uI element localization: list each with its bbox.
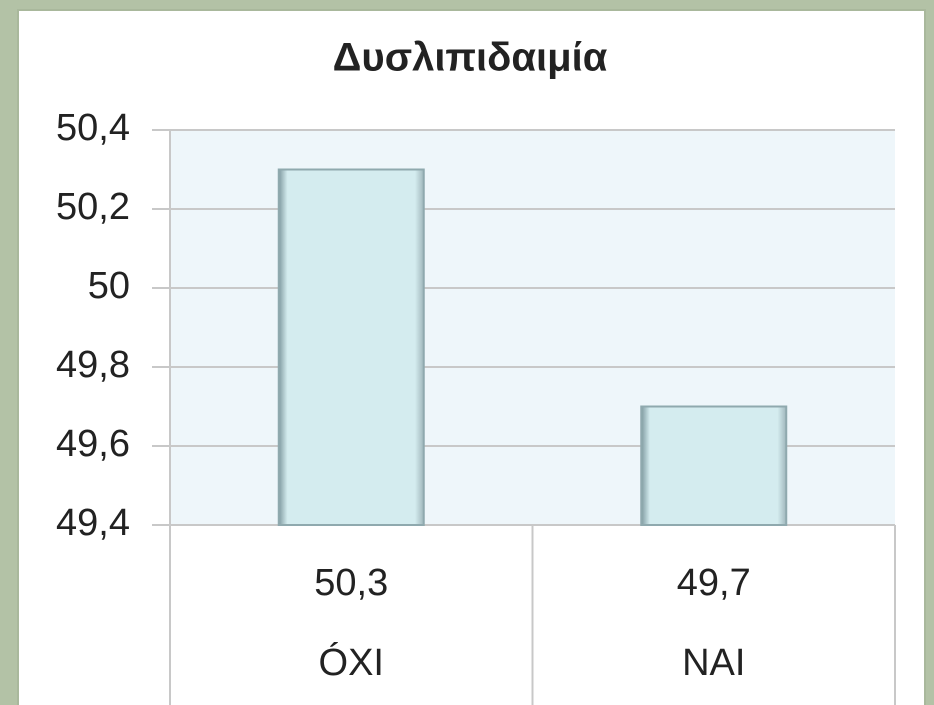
y-tick-label: 49,8 (56, 344, 130, 386)
y-tick-label: 50,2 (56, 186, 130, 228)
y-tick-label: 50 (88, 265, 130, 307)
y-tick-label: 49,4 (56, 502, 130, 544)
x-tick-label: NAI (682, 642, 745, 684)
bar (640, 405, 788, 526)
value-label: 50,3 (314, 562, 388, 604)
bar (277, 168, 425, 526)
x-tick-label: ÓXI (319, 641, 384, 684)
chart-title: Δυσλιπιδαιμία (333, 36, 608, 80)
y-tick-label: 50,4 (56, 107, 130, 149)
value-label: 49,7 (677, 562, 751, 604)
y-tick-label: 49,6 (56, 423, 130, 465)
